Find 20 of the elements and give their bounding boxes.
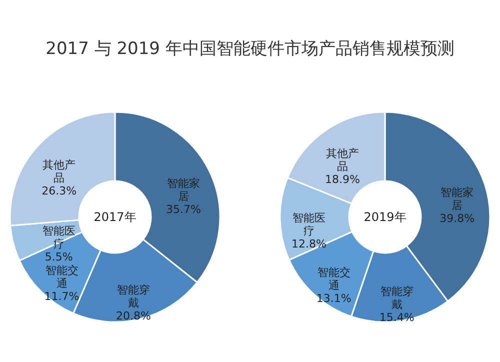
slice-label: 智能家居 — [440, 186, 474, 212]
chart-title: 2017 与 2019 年中国智能硬件市场产品销售规模预测 — [46, 39, 454, 59]
data-label: 18.9% — [325, 173, 360, 186]
text: 2017年 — [94, 210, 136, 224]
data-label: 35.7% — [166, 202, 201, 216]
slice-label: 智能穿戴 — [116, 284, 150, 310]
slice-label: 智能穿戴 — [380, 285, 414, 312]
data-label: 5.5% — [44, 250, 73, 264]
data-label: 12.8% — [292, 237, 326, 250]
slice-label: 智能医疗 — [292, 211, 326, 238]
text: 2019年 — [364, 210, 406, 224]
data-label: 20.8% — [116, 310, 151, 323]
slice-label: 其他产品 — [42, 158, 76, 184]
data-label: 26.3% — [42, 184, 77, 198]
data-label: 39.8% — [440, 212, 475, 226]
slice-label: 其他产品 — [326, 147, 359, 174]
slice-label: 智能交通 — [45, 264, 78, 290]
slice-label: 智能交通 — [317, 266, 350, 292]
slice-label: 智能家居 — [166, 176, 200, 203]
data-label: 15.4% — [379, 311, 414, 324]
